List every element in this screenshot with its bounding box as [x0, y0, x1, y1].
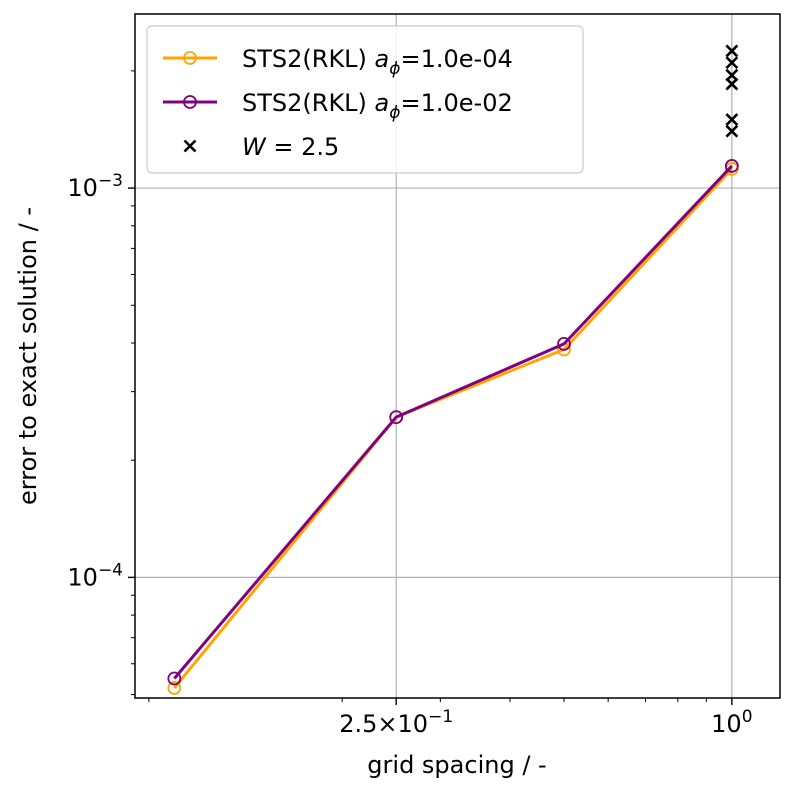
scatter-x-stroke	[725, 113, 739, 126]
x-tick-label: 100	[711, 707, 752, 738]
scatter-x-stroke	[725, 56, 739, 70]
legend-x-stroke	[183, 139, 197, 153]
scatter-x-marker	[725, 44, 739, 58]
y-tick-label: 10−4	[67, 560, 123, 591]
axis-ticks: 2.5×10−1 100 10−4 10−3	[67, 70, 753, 738]
series-2-point	[724, 159, 739, 173]
legend-label-2: STS2(RKL) aϕ=1.0e-02	[242, 89, 513, 123]
scatter-x-stroke	[725, 124, 739, 138]
legend-marker-1	[183, 51, 197, 65]
scatter-x-stroke	[725, 44, 739, 58]
x-axis-label: grid spacing / -	[367, 751, 546, 779]
scatter-x-marker	[725, 124, 739, 138]
legend: STS2(RKL) aϕ=1.0e-04 STS2(RKL) aϕ=1.0e-02…	[146, 25, 584, 174]
series-2-point	[167, 671, 182, 686]
legend-label-3: W = 2.5	[242, 133, 339, 161]
series-1-point	[167, 681, 182, 695]
data-series	[167, 44, 739, 695]
x-tick-label: 2.5×10−1	[339, 707, 453, 738]
series-line-2	[173, 164, 733, 680]
series-line-1	[173, 167, 733, 689]
plot-area-frame	[134, 13, 781, 699]
legend-marker-3	[183, 139, 197, 153]
legend-marker-2	[183, 95, 197, 109]
series-2-point	[557, 336, 571, 351]
legend-label-1: STS2(RKL) aϕ=1.0e-04	[242, 45, 513, 79]
y-tick-label: 10−3	[67, 171, 123, 202]
scatter-x-stroke	[725, 77, 739, 91]
scatter-x-marker	[725, 113, 739, 126]
series-2-point	[389, 410, 404, 425]
y-axis-label: error to exact solution / -	[14, 207, 42, 505]
scatter-x-marker	[725, 56, 739, 70]
legend-frame	[146, 25, 584, 174]
scatter-x-marker	[725, 77, 739, 91]
